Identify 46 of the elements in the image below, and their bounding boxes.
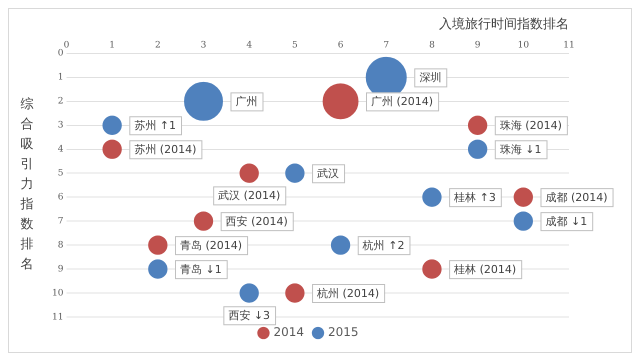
annotation: 广州 (2014) [371,95,434,108]
y-tick-label: 11 [52,312,64,322]
y-tick-label: 0 [58,48,64,59]
y-tick-label: 7 [58,216,64,226]
y-tick-label: 3 [58,120,64,131]
y-tick-label: 9 [58,264,64,274]
x-tick-label: 4 [246,40,252,50]
annotation: 深圳 [419,71,442,84]
annotation: 苏州 ↑1 [134,119,176,132]
annotation: 青岛 ↓1 [180,262,222,276]
annotation: 苏州 (2014) [134,143,196,156]
x-tick-label: 1 [109,40,116,50]
annotation: 武汉 (2014) [218,189,280,202]
y-tick-label: 5 [58,168,64,179]
x-tick-label: 7 [383,40,390,50]
x-tick-label: 5 [292,40,298,50]
x-tick-label: 11 [563,40,575,50]
annotation: 广州 [235,95,258,108]
y-tick-label: 10 [52,288,64,298]
x-tick-label: 6 [338,40,344,50]
legend-label: 2015 [328,325,359,340]
annotation: 杭州 (2014) [316,286,380,300]
y-tick-label: 4 [58,144,64,155]
annotation: 珠海 ↓1 [500,143,542,156]
text: 综合吸引力指数排名 [20,97,34,272]
x-tick-label: 2 [154,40,161,50]
annotation: 武汉 [317,167,340,180]
x-tick-label: 10 [518,40,530,50]
annotation: 桂林 ↑3 [453,191,496,204]
y-tick-label: 2 [58,96,64,107]
annotation: 西安 (2014) [226,215,288,228]
annotation: 成都 (2014) [545,191,608,204]
y-tick-label: 6 [58,192,64,203]
annotation: 桂林 (2014) [453,262,516,276]
annotation: 青岛 (2014) [180,238,242,252]
y-tick-label: 8 [58,240,64,250]
x-tick-label: 8 [429,40,436,50]
x-tick-label: 9 [474,40,481,50]
annotation: 珠海 (2014) [500,119,562,132]
x-tick-label: 3 [200,40,207,50]
annotation: 西安 ↓3 [228,309,270,322]
legend-label: 2014 [273,325,304,340]
annotation: 成都 ↓1 [545,215,588,228]
y-tick-label: 1 [58,72,64,83]
x-axis-title: 入境旅行时间指数排名 [439,16,569,32]
annotation: 杭州 ↑2 [362,238,404,252]
